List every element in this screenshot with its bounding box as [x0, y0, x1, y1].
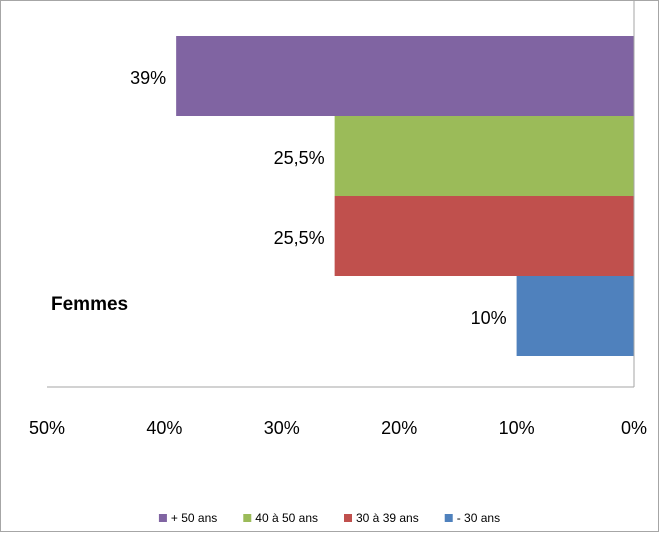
x-tick-label: 20% — [381, 418, 417, 438]
legend: + 50 ans 40 à 50 ans 30 à 39 ans - 30 ans — [158, 511, 500, 525]
legend-item-30-39-ans: 30 à 39 ans — [344, 511, 419, 525]
legend-swatch — [158, 514, 167, 522]
bar-50-ans — [176, 36, 634, 116]
legend-item-30-ans: - 30 ans — [444, 511, 500, 525]
data-label-40-50-ans: 25,5% — [274, 148, 325, 168]
data-label-30-ans: 10% — [471, 308, 507, 328]
legend-label: + 50 ans — [171, 511, 217, 525]
x-tick-label: 30% — [264, 418, 300, 438]
femmes-annotation: Femmes — [51, 294, 128, 315]
bar-30-ans — [516, 276, 634, 356]
data-labels: 39% 25,5% 25,5% 10% — [130, 68, 506, 328]
x-tick-label: 50% — [29, 418, 65, 438]
data-label-30-39-ans: 25,5% — [274, 228, 325, 248]
legend-swatch — [444, 514, 453, 522]
data-label-50-ans: 39% — [130, 68, 166, 88]
legend-swatch — [243, 514, 252, 522]
legend-label: 40 à 50 ans — [255, 511, 318, 525]
legend-label: - 30 ans — [457, 511, 500, 525]
x-tick-label: 0% — [621, 418, 647, 438]
legend-label: 30 à 39 ans — [356, 511, 419, 525]
x-tick-label: 10% — [499, 418, 535, 438]
bars — [176, 36, 634, 356]
x-axis-tick-labels: 50% 40% 30% 20% 10% 0% — [29, 418, 647, 438]
legend-item-50-ans: + 50 ans — [158, 511, 217, 525]
bar-40-50-ans — [334, 116, 634, 196]
bar-30-39-ans — [334, 196, 634, 276]
x-tick-label: 40% — [146, 418, 182, 438]
legend-item-40-50-ans: 40 à 50 ans — [243, 511, 318, 525]
legend-swatch — [344, 514, 353, 522]
